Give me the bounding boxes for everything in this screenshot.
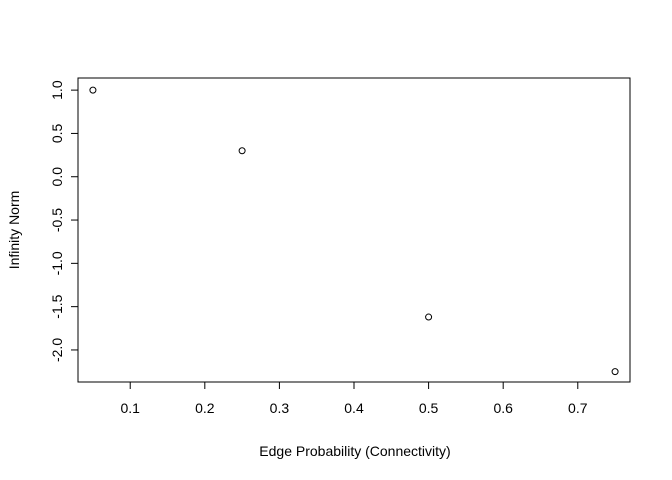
data-point [425,313,433,321]
y-tick-label: 0.0 [49,167,65,187]
y-axis-label: Infinity Norm [6,191,22,270]
y-tick-label: 1.0 [49,80,65,100]
x-axis-label: Edge Probability (Connectivity) [259,443,450,459]
plot-box [77,77,631,383]
data-point [238,147,246,155]
x-tick-label: 0.3 [270,400,290,416]
y-tick-label: -1.0 [49,251,65,275]
x-tick-label: 0.4 [344,400,364,416]
y-tick-label: -0.5 [49,208,65,232]
x-tick-label: 0.2 [195,400,215,416]
y-axis: 1.0 0.5 0.0 -0.5 -1.0 -1.5 -2.0 [49,80,79,362]
data-point [89,86,97,94]
x-tick-label: 0.1 [120,400,140,416]
x-tick-label: 0.7 [568,400,588,416]
x-tick-label: 0.5 [419,400,439,416]
data-points [89,86,619,376]
y-tick-label: 0.5 [49,123,65,143]
y-tick-label: -1.5 [49,294,65,318]
x-tick-label: 0.6 [493,400,513,416]
x-axis: 0.1 0.2 0.3 0.4 0.5 0.6 0.7 [120,381,588,416]
data-point [611,368,619,376]
y-tick-label: -2.0 [49,338,65,362]
